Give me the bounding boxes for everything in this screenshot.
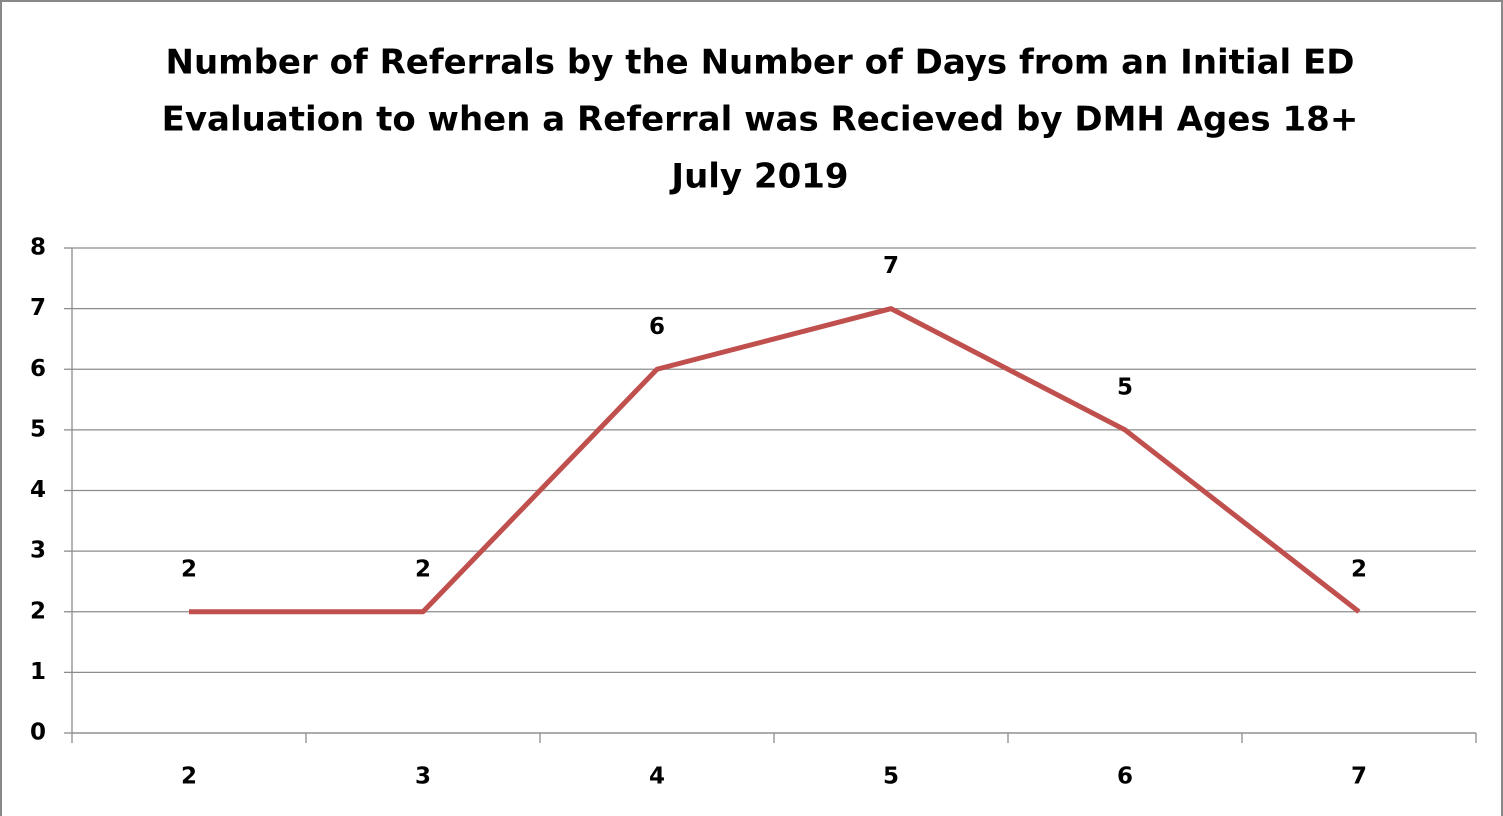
x-tick-label: 7 — [1351, 764, 1367, 790]
data-label: 2 — [181, 556, 197, 582]
chart-title: Evaluation to when a Referral was Reciev… — [162, 100, 1359, 140]
y-tick-label: 4 — [30, 477, 46, 503]
x-tick-label: 3 — [415, 764, 431, 790]
chart-subtitle: July 2019 — [669, 157, 848, 197]
data-label: 7 — [883, 253, 899, 279]
y-tick-label: 0 — [30, 720, 46, 746]
y-tick-label: 8 — [30, 235, 46, 261]
y-tick-label: 6 — [30, 356, 46, 382]
chart-title: Number of Referrals by the Number of Day… — [166, 43, 1355, 83]
x-tick-label: 2 — [181, 764, 197, 790]
y-tick-label: 2 — [30, 598, 46, 624]
data-label: 2 — [415, 556, 431, 582]
x-tick-label: 5 — [883, 764, 899, 790]
data-label: 5 — [1117, 374, 1133, 400]
y-tick-label: 3 — [30, 538, 46, 564]
data-label: 2 — [1351, 556, 1367, 582]
y-tick-label: 5 — [30, 416, 46, 442]
x-tick-label: 4 — [649, 764, 665, 790]
y-tick-label: 7 — [30, 295, 46, 321]
line-series — [189, 306, 1361, 615]
x-tick-label: 6 — [1117, 764, 1133, 790]
y-tick-label: 1 — [30, 659, 46, 685]
data-label: 6 — [649, 314, 665, 340]
